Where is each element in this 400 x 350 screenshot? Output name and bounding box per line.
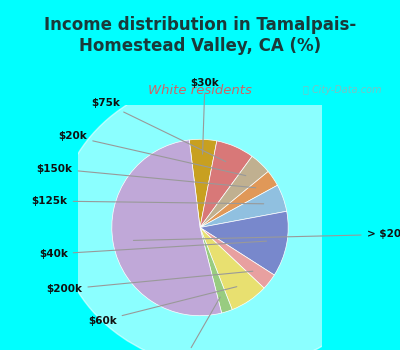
Text: $60k: $60k	[88, 287, 237, 326]
Text: $40k: $40k	[39, 241, 266, 259]
Text: $75k: $75k	[91, 98, 226, 162]
Wedge shape	[200, 141, 252, 228]
Text: ⓘ City-Data.com: ⓘ City-Data.com	[303, 85, 382, 95]
Wedge shape	[200, 211, 288, 275]
Text: $30k: $30k	[190, 78, 219, 154]
Wedge shape	[200, 228, 232, 313]
Ellipse shape	[58, 76, 400, 350]
Wedge shape	[112, 140, 222, 316]
Wedge shape	[200, 156, 268, 228]
Wedge shape	[200, 228, 264, 310]
Wedge shape	[200, 172, 278, 228]
Text: $125k: $125k	[32, 196, 264, 206]
Text: $200k: $200k	[46, 271, 253, 294]
Wedge shape	[200, 228, 274, 288]
Text: Income distribution in Tamalpais-
Homestead Valley, CA (%): Income distribution in Tamalpais- Homest…	[44, 16, 356, 55]
Text: > $200k: > $200k	[134, 229, 400, 240]
Text: White residents: White residents	[148, 84, 252, 97]
Wedge shape	[189, 139, 217, 228]
Text: $100k: $100k	[167, 297, 220, 350]
Wedge shape	[200, 185, 287, 228]
Text: $20k: $20k	[58, 131, 246, 176]
Text: $150k: $150k	[37, 164, 256, 188]
